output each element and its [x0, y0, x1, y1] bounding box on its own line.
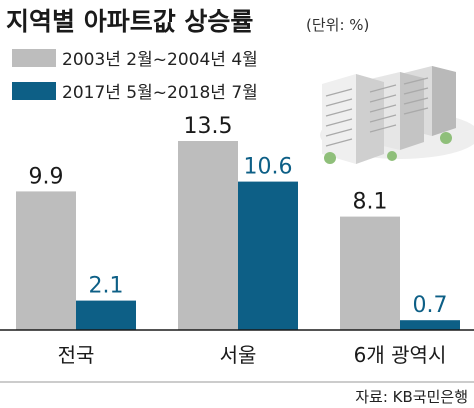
bar-series2-2 — [400, 320, 460, 330]
bar-group: 9.9 2.1 전국 13.5 10.6 서울 8.1 0.7 6개 광역시 — [16, 114, 460, 367]
value-label-series1-2: 8.1 — [353, 190, 388, 215]
category-label-2: 6개 광역시 — [354, 343, 447, 367]
apartment-buildings-icon — [320, 66, 474, 164]
source-note: 자료: KB국민은행 — [355, 388, 468, 406]
bar-series2-0 — [76, 300, 136, 330]
legend-label-series1: 2003년 2월~2004년 4월 — [62, 50, 258, 70]
legend: 2003년 2월~2004년 4월 2017년 5월~2018년 7월 — [12, 49, 258, 103]
value-label-series2-0: 2.1 — [89, 274, 124, 299]
bar-series1-0 — [16, 191, 76, 330]
chart-unit: (단위: %) — [306, 16, 369, 34]
category-label-1: 서울 — [220, 343, 257, 367]
legend-label-series2: 2017년 5월~2018년 7월 — [62, 83, 258, 103]
legend-swatch-series1 — [12, 49, 56, 67]
category-label-0: 전국 — [58, 343, 95, 367]
bar-series1-2 — [340, 216, 400, 330]
value-label-series1-1: 13.5 — [184, 114, 233, 139]
chart-title: 지역별 아파트값 상승률 — [6, 7, 253, 36]
value-label-series2-1: 10.6 — [244, 155, 293, 180]
bar-series2-1 — [238, 181, 298, 330]
value-label-series2-2: 0.7 — [413, 293, 448, 318]
bar-series1-1 — [178, 141, 238, 330]
legend-swatch-series2 — [12, 82, 56, 100]
value-label-series1-0: 9.9 — [29, 164, 64, 189]
